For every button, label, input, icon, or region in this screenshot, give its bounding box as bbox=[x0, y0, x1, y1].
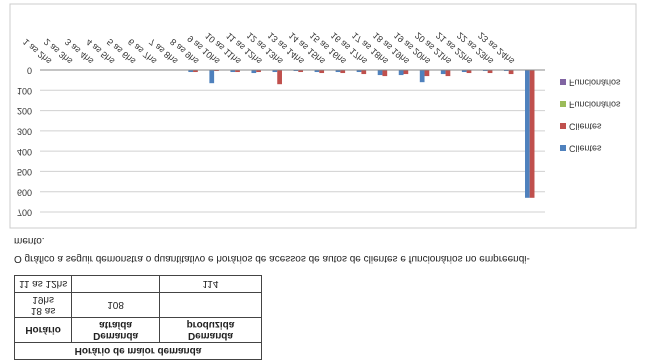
bar bbox=[335, 70, 341, 73]
bar bbox=[293, 70, 299, 72]
bar bbox=[214, 70, 219, 72]
bar bbox=[340, 70, 346, 74]
y-tick-label: 600 bbox=[17, 187, 32, 197]
bar bbox=[440, 70, 446, 75]
bar bbox=[356, 70, 362, 73]
bar bbox=[230, 70, 236, 73]
bar bbox=[209, 70, 215, 84]
legend-label: Funcionários bbox=[569, 78, 621, 88]
y-tick-label: 300 bbox=[17, 126, 32, 136]
y-tick-label: 0 bbox=[27, 66, 32, 76]
y-tick-label: 500 bbox=[17, 167, 32, 177]
bar bbox=[377, 70, 383, 76]
bar bbox=[424, 70, 430, 77]
bar bbox=[525, 70, 530, 198]
bar bbox=[398, 70, 404, 76]
bar bbox=[487, 70, 493, 74]
bar bbox=[256, 70, 261, 73]
bar bbox=[277, 70, 282, 85]
bar bbox=[319, 70, 325, 74]
bar bbox=[445, 70, 451, 77]
bar bbox=[482, 70, 488, 72]
bar bbox=[382, 70, 388, 77]
legend-label: Funcionários bbox=[569, 100, 621, 110]
y-tick-label: 400 bbox=[17, 147, 32, 157]
bar bbox=[466, 70, 472, 74]
bar bbox=[529, 70, 535, 198]
legend-label: Clientes bbox=[569, 144, 602, 154]
bar bbox=[188, 70, 194, 73]
legend-label: Clientes bbox=[569, 122, 602, 132]
y-tick-label: 100 bbox=[17, 86, 32, 96]
bar bbox=[419, 70, 425, 83]
bar bbox=[403, 70, 409, 75]
legend-swatch bbox=[560, 101, 566, 107]
chart-frame bbox=[9, 3, 637, 229]
bar bbox=[298, 70, 304, 73]
legend-swatch bbox=[560, 123, 566, 129]
bar bbox=[251, 70, 257, 74]
bar bbox=[193, 70, 198, 73]
bar bbox=[503, 70, 509, 72]
bar bbox=[235, 70, 240, 73]
bar bbox=[314, 70, 320, 73]
bar bbox=[461, 70, 467, 73]
y-tick-label: 700 bbox=[17, 208, 32, 218]
bar bbox=[272, 70, 278, 73]
bar bbox=[508, 70, 514, 75]
legend-swatch bbox=[560, 145, 566, 151]
y-tick-label: 200 bbox=[17, 106, 32, 116]
bar bbox=[361, 70, 367, 75]
legend-swatch bbox=[560, 79, 566, 85]
